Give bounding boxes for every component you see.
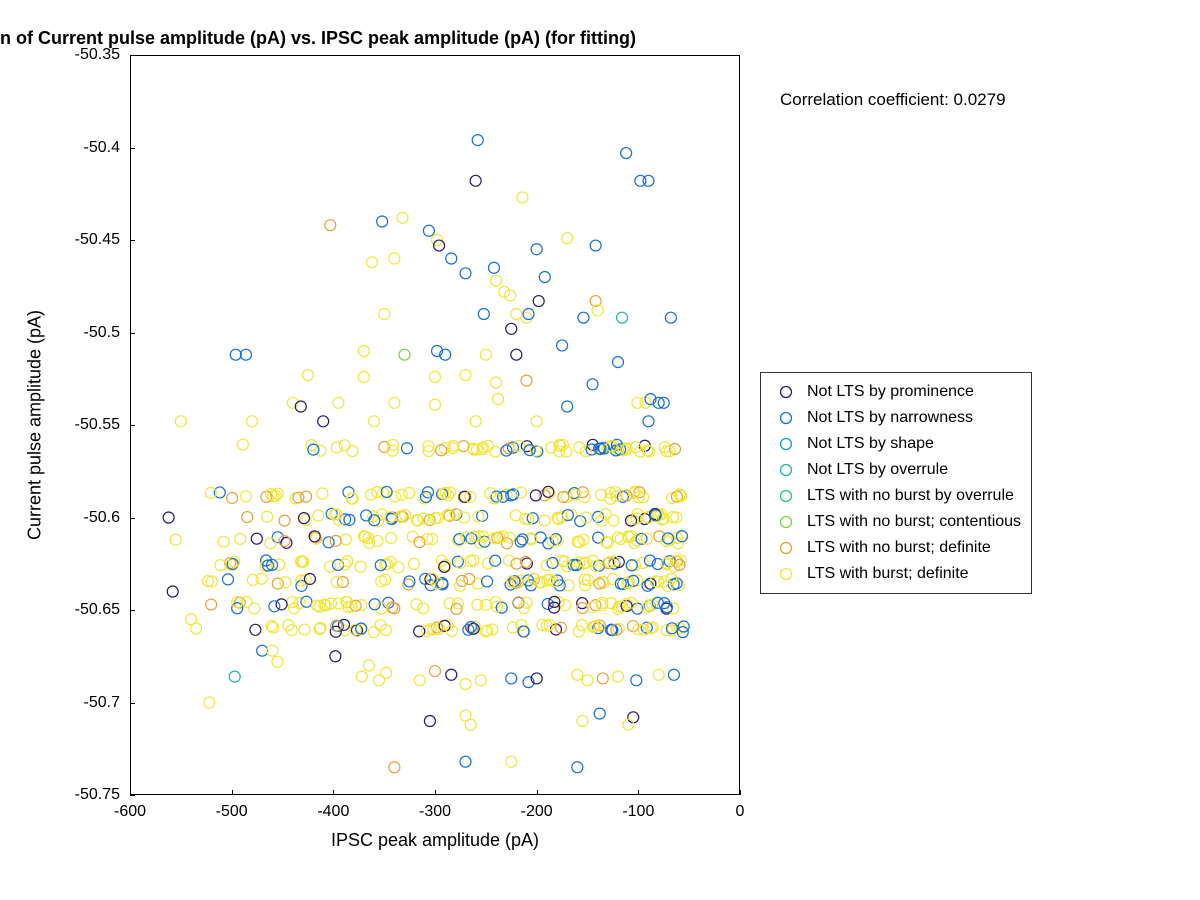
correlation-text: Correlation coefficient: 0.0279 xyxy=(780,90,1006,110)
legend-marker xyxy=(769,566,803,582)
ytick-label: -50.45 xyxy=(0,231,120,249)
legend-marker xyxy=(769,410,803,426)
legend-label: Not LTS by overrule xyxy=(803,461,948,479)
ytick-mark xyxy=(130,703,135,704)
ytick-label: -50.65 xyxy=(0,601,120,619)
xtick-label: -100 xyxy=(622,803,654,821)
ytick-label: -50.7 xyxy=(0,694,120,712)
ytick-label: -50.75 xyxy=(0,786,120,804)
ytick-mark xyxy=(130,148,135,149)
ytick-mark xyxy=(130,425,135,426)
plot-area xyxy=(130,55,740,795)
ytick-mark xyxy=(130,610,135,611)
xtick-label: -200 xyxy=(521,803,553,821)
x-axis-label: IPSC peak amplitude (pA) xyxy=(331,830,539,851)
legend-label: Not LTS by shape xyxy=(803,435,934,453)
xtick-label: -600 xyxy=(114,803,146,821)
ytick-mark xyxy=(130,333,135,334)
ytick-label: -50.35 xyxy=(0,46,120,64)
legend-label: Not LTS by narrowness xyxy=(803,409,973,427)
xtick-label: -400 xyxy=(317,803,349,821)
ytick-label: -50.5 xyxy=(0,324,120,342)
xtick-mark xyxy=(232,790,233,795)
xtick-label: 0 xyxy=(736,803,745,821)
xtick-mark xyxy=(638,790,639,795)
axes-box xyxy=(130,55,740,795)
ytick-mark xyxy=(130,795,135,796)
legend-label: LTS with no burst; definite xyxy=(803,539,991,557)
xtick-label: -500 xyxy=(216,803,248,821)
ytick-mark xyxy=(130,55,135,56)
legend: Not LTS by prominence Not LTS by narrowne… xyxy=(760,372,1032,594)
ytick-mark xyxy=(130,240,135,241)
legend-marker xyxy=(769,540,803,556)
legend-item: Not LTS by overrule xyxy=(769,457,1021,483)
xtick-mark xyxy=(740,790,741,795)
legend-marker xyxy=(769,488,803,504)
ytick-label: -50.4 xyxy=(0,139,120,157)
legend-label: LTS with burst; definite xyxy=(803,565,969,583)
legend-label: LTS with no burst by overrule xyxy=(803,487,1014,505)
legend-item: Not LTS by narrowness xyxy=(769,405,1021,431)
legend-marker xyxy=(769,384,803,400)
legend-item: LTS with no burst by overrule xyxy=(769,483,1021,509)
ytick-mark xyxy=(130,518,135,519)
xtick-mark xyxy=(435,790,436,795)
xtick-mark xyxy=(130,790,131,795)
legend-marker xyxy=(769,514,803,530)
legend-marker xyxy=(769,462,803,478)
y-axis-label: Current pulse amplitude (pA) xyxy=(25,310,46,540)
legend-item: Not LTS by shape xyxy=(769,431,1021,457)
xtick-mark xyxy=(537,790,538,795)
legend-item: LTS with no burst; definite xyxy=(769,535,1021,561)
legend-label: LTS with no burst; contentious xyxy=(803,513,1021,531)
legend-label: Not LTS by prominence xyxy=(803,383,974,401)
legend-item: LTS with no burst; contentious xyxy=(769,509,1021,535)
ytick-label: -50.55 xyxy=(0,416,120,434)
legend-item: Not LTS by prominence xyxy=(769,379,1021,405)
legend-marker xyxy=(769,436,803,452)
xtick-label: -300 xyxy=(419,803,451,821)
xtick-mark xyxy=(333,790,334,795)
legend-item: LTS with burst; definite xyxy=(769,561,1021,587)
ytick-label: -50.6 xyxy=(0,509,120,527)
